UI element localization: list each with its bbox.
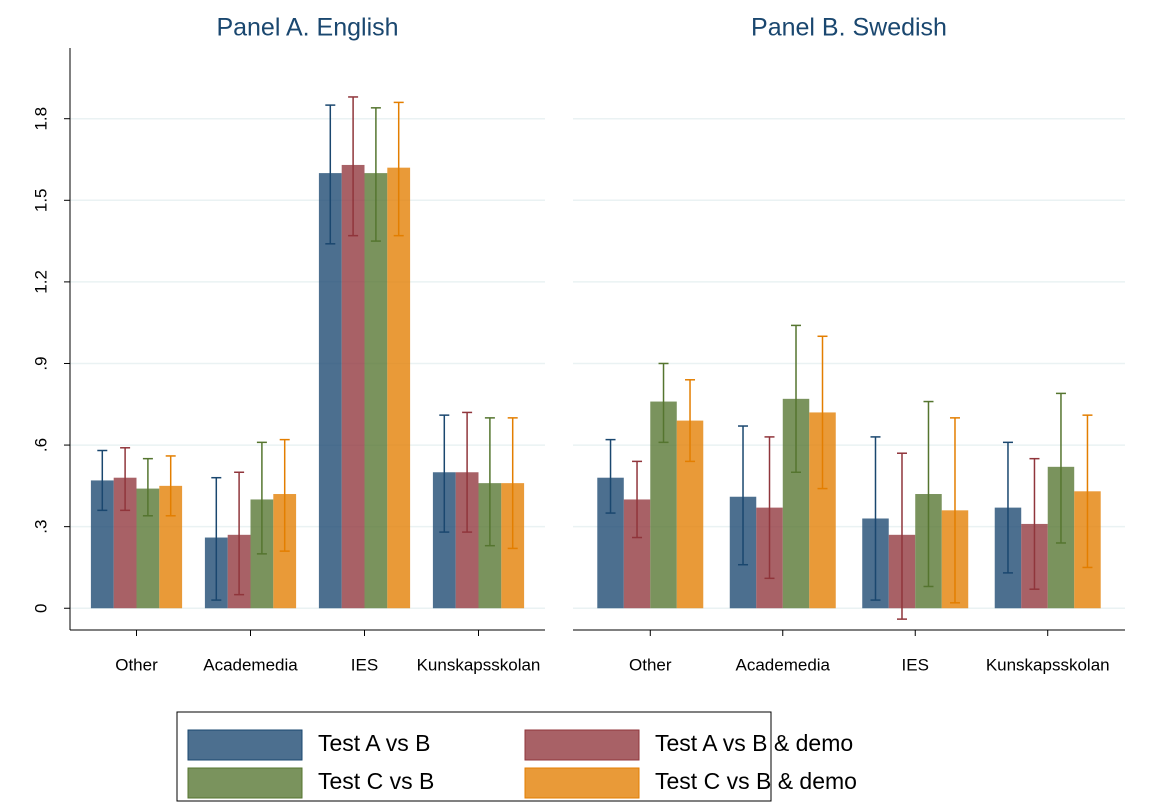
y-tick-label: .9 (31, 356, 50, 370)
bar (136, 488, 160, 609)
x-tick-label: Kunskapsskolan (417, 655, 541, 674)
x-tick-label: Academedia (736, 655, 831, 674)
x-tick-label: Academedia (203, 655, 298, 674)
y-tick-label: 1.2 (31, 270, 50, 294)
bar (113, 477, 137, 609)
y-tick-label: .6 (31, 438, 50, 452)
x-tick-label: Kunskapsskolan (986, 655, 1110, 674)
legend-label: Test A vs B (318, 730, 431, 756)
x-tick-label: Other (115, 655, 158, 674)
legend-swatch (524, 729, 640, 761)
bar (387, 167, 411, 609)
panel-title: Panel B. Swedish (751, 14, 947, 42)
y-tick-label: 1.8 (31, 107, 50, 131)
legend-label: Test C vs B (318, 768, 434, 794)
bar (455, 472, 479, 609)
x-tick-label: Other (629, 655, 672, 674)
y-tick-label: .3 (31, 520, 50, 534)
bar (159, 485, 183, 609)
legend-label: Test A vs B & demo (655, 730, 853, 756)
x-tick-label: IES (902, 655, 929, 674)
x-tick-label: IES (351, 655, 378, 674)
y-tick-label: 0 (31, 604, 50, 613)
legend-swatch (524, 767, 640, 799)
bar (364, 173, 388, 609)
bar (318, 173, 342, 609)
legend-swatch (187, 767, 303, 799)
bar (432, 472, 456, 609)
y-tick-label: 1.5 (31, 188, 50, 212)
legend-swatch (187, 729, 303, 761)
panel-title: Panel A. English (216, 14, 398, 42)
bar (341, 164, 365, 609)
legend-label: Test C vs B & demo (655, 768, 857, 794)
bar (90, 480, 114, 609)
